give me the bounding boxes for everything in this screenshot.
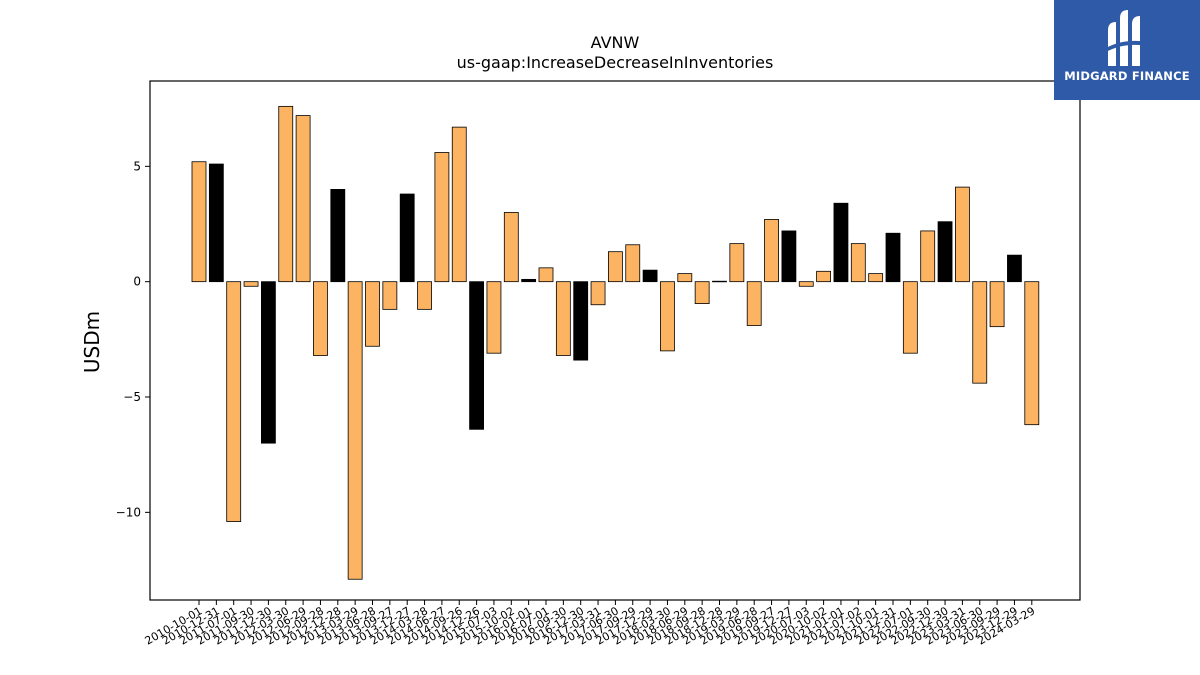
bar: [347, 281, 363, 580]
bar: [486, 281, 502, 354]
bar: [937, 221, 953, 283]
bar: [989, 281, 1005, 328]
bar: [746, 281, 762, 326]
y-tick-label: 5: [133, 159, 141, 173]
bar: [885, 232, 901, 283]
y-tick-label: 0: [133, 275, 141, 289]
bar: [833, 202, 849, 283]
bar: [521, 278, 537, 283]
bar: [712, 280, 727, 283]
bar: [555, 281, 571, 356]
bar: [573, 281, 589, 361]
bar: [417, 281, 432, 310]
brand-name: MIDGARD FINANCE: [1064, 69, 1190, 83]
bar: [902, 281, 918, 354]
bar: [399, 193, 415, 283]
bar: [764, 218, 779, 283]
bar: [243, 281, 259, 287]
bar: [260, 281, 276, 444]
bar: [191, 161, 207, 283]
bar: [798, 281, 814, 287]
bar: [313, 281, 328, 356]
bar: [920, 230, 936, 283]
midgard-logo-icon: [1106, 10, 1148, 66]
y-tick-label: −10: [116, 505, 141, 519]
bar: [850, 243, 866, 283]
y-axis-label: USDm: [80, 311, 104, 373]
bar: [677, 273, 693, 283]
bar: [538, 267, 554, 283]
bar: [816, 270, 831, 283]
y-tick-label: −5: [123, 390, 141, 404]
y-axis-ticks: −10 −5 0 5: [116, 159, 150, 519]
x-axis-ticks: 2010-10-012010-12-312011-07-012011-09-30…: [143, 600, 1037, 648]
bar: [208, 163, 224, 283]
chart-subtitle: us-gaap:IncreaseDecreaseInInventories: [457, 53, 774, 72]
bar: [278, 105, 294, 283]
bar: [365, 281, 380, 347]
bar: [382, 281, 398, 310]
bar: [1007, 254, 1022, 283]
bar: [1024, 281, 1040, 426]
bar: [972, 281, 988, 384]
bar: [729, 243, 745, 283]
bar: [590, 281, 606, 306]
bar: [608, 251, 623, 283]
bar: [451, 126, 467, 283]
bar: [955, 186, 970, 283]
bar: [226, 281, 242, 522]
bar: [503, 212, 519, 283]
bars-group: [191, 105, 1040, 580]
bar: [694, 281, 710, 304]
bar: [660, 281, 675, 352]
chart-title: AVNW: [591, 33, 640, 52]
plot-frame: [149, 80, 1081, 601]
bar: [330, 189, 346, 283]
brand-logo: MIDGARD FINANCE: [1054, 0, 1200, 100]
bar: [781, 230, 797, 283]
bar: [469, 281, 485, 430]
bar: [434, 152, 450, 283]
bar: [295, 115, 311, 283]
bar: [868, 273, 884, 283]
bar: [625, 244, 641, 283]
bar: [642, 269, 658, 283]
